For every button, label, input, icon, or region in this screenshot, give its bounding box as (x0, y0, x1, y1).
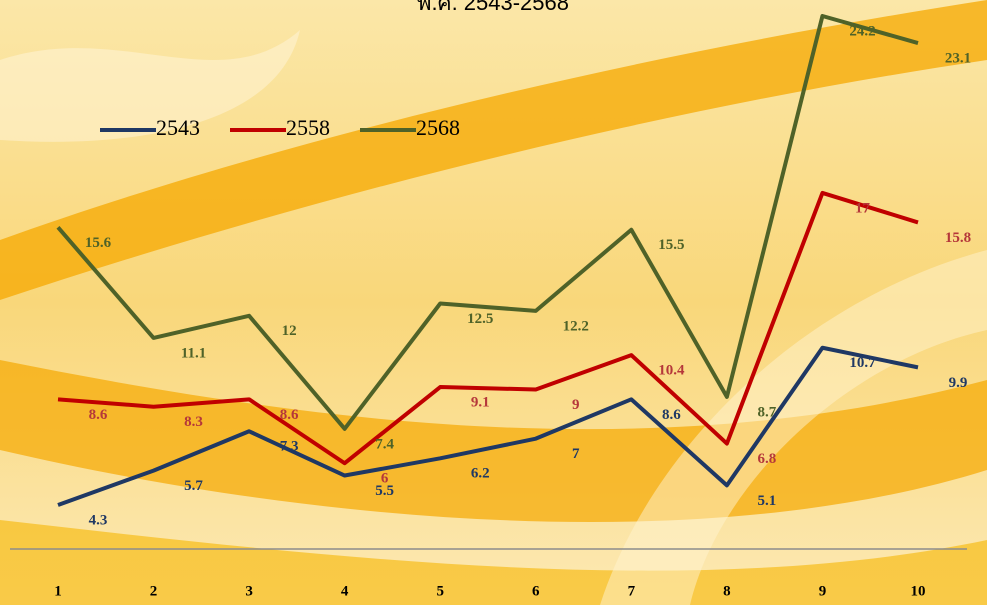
data-label: 15.6 (85, 235, 112, 251)
data-label: 23.1 (945, 50, 971, 66)
data-label: 9.9 (949, 375, 968, 391)
x-tick-label: 4 (341, 583, 349, 599)
page: พ.ศ. 2543-2568 123456789104.35.77.35.56.… (0, 0, 987, 605)
chart: พ.ศ. 2543-2568 123456789104.35.77.35.56.… (0, 0, 987, 605)
data-label: 8.7 (758, 404, 777, 420)
data-label: 4.3 (89, 512, 108, 528)
x-tick-label: 3 (245, 583, 253, 599)
legend-label: 2568 (416, 115, 460, 140)
x-tick-label: 9 (819, 583, 827, 599)
data-label: 11.1 (181, 345, 206, 361)
x-tick-label: 7 (628, 583, 636, 599)
data-label: 15.5 (658, 237, 684, 253)
data-label: 12.5 (467, 311, 493, 327)
x-tick-label: 6 (532, 583, 540, 599)
data-label: 24.2 (849, 23, 875, 39)
chart-title: พ.ศ. 2543-2568 (417, 0, 569, 15)
data-label: 7.4 (375, 436, 394, 452)
data-label: 6.2 (471, 466, 490, 482)
data-label: 8.6 (89, 407, 108, 423)
data-label: 10.7 (849, 355, 876, 371)
legend-label: 2543 (156, 115, 200, 140)
data-label: 6 (381, 471, 389, 487)
x-tick-label: 2 (150, 583, 158, 599)
data-label: 15.8 (945, 230, 971, 246)
data-label: 8.6 (662, 407, 681, 423)
data-label: 5.1 (758, 493, 777, 509)
x-tick-label: 10 (911, 583, 926, 599)
data-label: 10.4 (658, 363, 685, 379)
data-label: 7 (572, 446, 580, 462)
data-label: 12 (282, 323, 297, 339)
data-label: 9 (572, 397, 580, 413)
legend-label: 2558 (286, 115, 330, 140)
x-tick-label: 5 (436, 583, 444, 599)
data-label: 8.3 (184, 414, 203, 430)
x-tick-label: 8 (723, 583, 731, 599)
data-label: 17 (855, 200, 871, 216)
x-tick-label: 1 (54, 583, 62, 599)
data-label: 6.8 (758, 451, 777, 467)
data-label: 5.7 (184, 478, 203, 494)
data-label: 9.1 (471, 394, 490, 410)
data-label: 12.2 (563, 318, 589, 334)
data-label: 7.3 (280, 439, 299, 455)
data-label: 8.6 (280, 407, 299, 423)
